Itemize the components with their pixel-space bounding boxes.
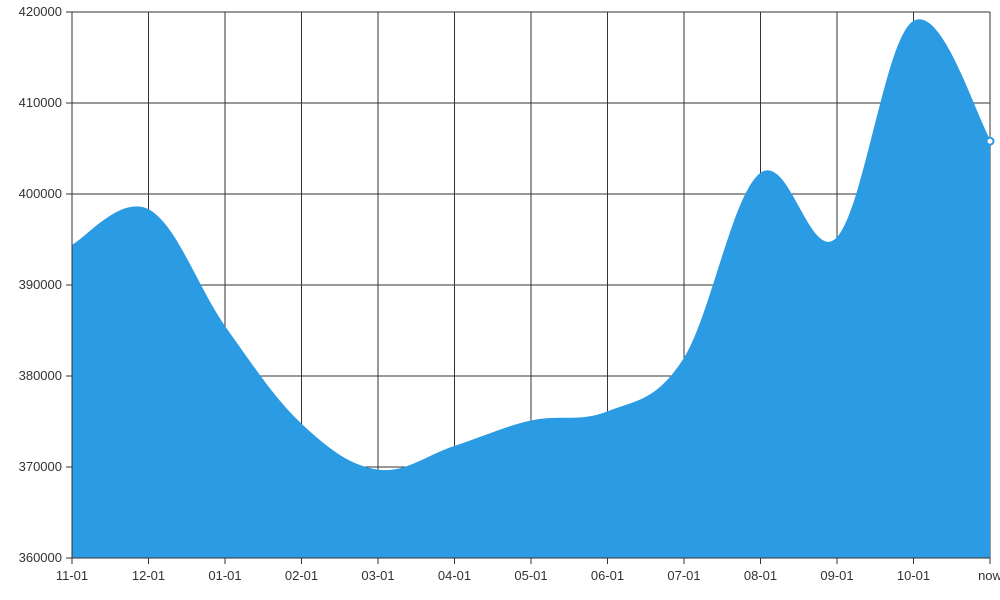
y-tick-label: 390000 bbox=[19, 277, 62, 292]
x-tick-label: 11-01 bbox=[56, 568, 88, 583]
y-tick-label: 380000 bbox=[19, 368, 62, 383]
x-tick-label: 12-01 bbox=[132, 568, 165, 583]
y-tick-label: 420000 bbox=[19, 4, 62, 19]
y-tick-label: 360000 bbox=[19, 550, 62, 565]
y-tick-label: 400000 bbox=[19, 186, 62, 201]
y-tick-label: 370000 bbox=[19, 459, 62, 474]
x-tick-label: 01-01 bbox=[208, 568, 241, 583]
x-tick-label: 04-01 bbox=[438, 568, 471, 583]
x-tick-label: 03-01 bbox=[361, 568, 394, 583]
chart-svg: 360000 370000 380000 390000 400000 410000 4200… bbox=[0, 0, 1000, 600]
x-tick-label: now bbox=[978, 568, 1000, 583]
x-tick-label: 10-01 bbox=[897, 568, 930, 583]
x-tick-label: 06-01 bbox=[591, 568, 624, 583]
x-tick-label: 07-01 bbox=[667, 568, 700, 583]
x-tick-label: 09-01 bbox=[820, 568, 853, 583]
area-chart: 360000 370000 380000 390000 400000 410000 4200… bbox=[0, 0, 1000, 600]
y-tick-label: 410000 bbox=[19, 95, 62, 110]
x-tick-label: 05-01 bbox=[514, 568, 547, 583]
x-tick-label: 02-01 bbox=[285, 568, 318, 583]
last-point-marker bbox=[987, 138, 994, 145]
x-tick-label: 08-01 bbox=[744, 568, 777, 583]
